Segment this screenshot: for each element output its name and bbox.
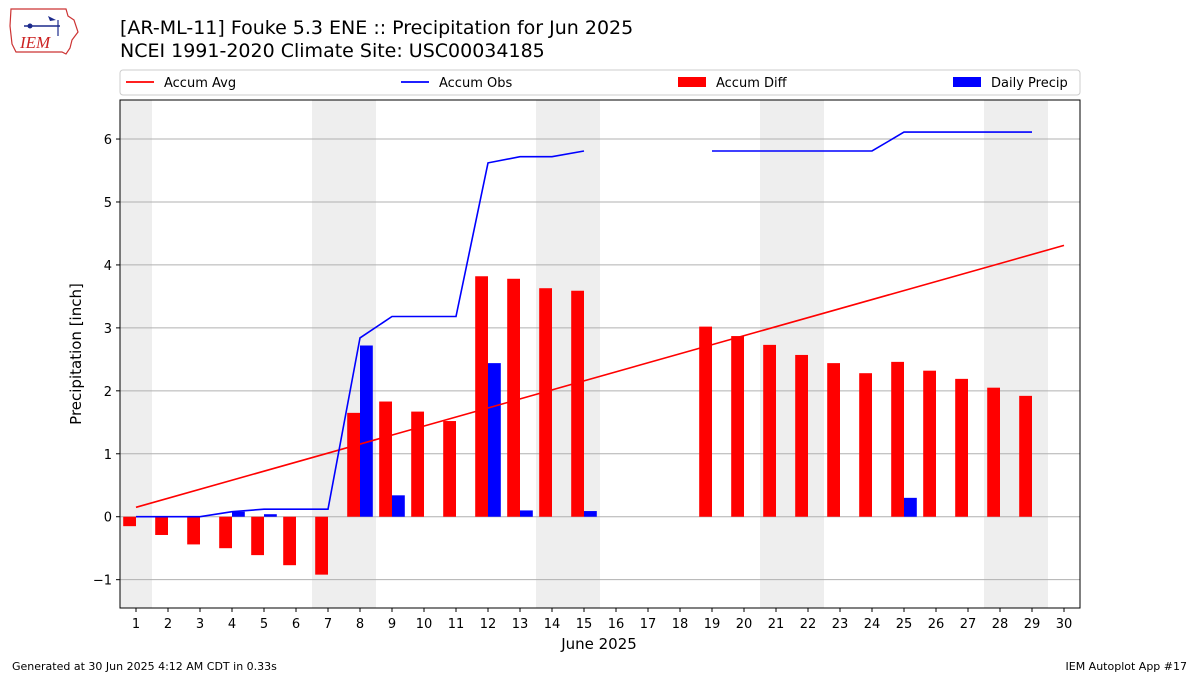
x-tick-label: 16 — [608, 617, 625, 632]
chart-subtitle: NCEI 1991-2020 Climate Site: USC00034185 — [120, 40, 545, 62]
x-tick-label: 14 — [544, 617, 561, 632]
accum-diff-bar — [347, 412, 360, 517]
x-tick-label: 30 — [1056, 617, 1073, 632]
accum-diff-bar — [763, 344, 776, 517]
y-tick-label: −1 — [93, 574, 112, 589]
app-note: IEM Autoplot App #17 — [1065, 660, 1188, 673]
daily-precip-bar — [488, 363, 501, 517]
x-tick-label: 11 — [448, 617, 465, 632]
accum-diff-bar — [1019, 395, 1032, 517]
accum-diff-bar — [795, 354, 808, 517]
x-tick-label: 22 — [800, 617, 817, 632]
daily-precip-bar — [232, 511, 245, 517]
daily-precip-bar — [584, 511, 597, 517]
x-tick-label: 9 — [388, 617, 396, 632]
weekend-band — [984, 100, 1048, 608]
accum-diff-bar — [475, 276, 488, 517]
accum-avg-line — [135, 244, 1065, 509]
legend: Accum Avg Accum Obs Accum Diff Daily Precip — [119, 69, 1081, 96]
x-tick-label: 17 — [640, 617, 657, 632]
y-tick-label: 5 — [104, 196, 112, 211]
legend-box — [119, 69, 1081, 96]
accum-diff-bar — [315, 516, 328, 575]
accum-diff-bar — [379, 401, 392, 517]
logo-text: IEM — [19, 33, 51, 52]
x-tick-label: 7 — [324, 617, 332, 632]
x-tick-label: 28 — [992, 617, 1009, 632]
y-tick-label: 1 — [104, 448, 112, 463]
generated-note: Generated at 30 Jun 2025 4:12 AM CDT in … — [12, 660, 277, 673]
accum-diff-bar — [123, 516, 136, 527]
x-tick-label: 29 — [1024, 617, 1041, 632]
accum-diff-bar — [507, 278, 520, 517]
accum-diff-bar — [539, 288, 552, 517]
x-tick-label: 12 — [480, 617, 497, 632]
accum-diff-bar — [219, 516, 232, 549]
x-tick-label: 27 — [960, 617, 977, 632]
accum-diff-bar — [923, 370, 936, 517]
chart-title: [AR-ML-11] Fouke 5.3 ENE :: Precipitatio… — [120, 17, 634, 39]
accum-diff-bar — [571, 290, 584, 517]
y-tick-label: 4 — [104, 259, 112, 274]
daily-precip-bar — [392, 495, 405, 517]
x-tick-label: 4 — [228, 617, 236, 632]
accum-diff-bar — [827, 363, 840, 517]
accum-diff-bar — [187, 516, 200, 545]
x-tick-label: 1 — [132, 617, 140, 632]
bars — [123, 276, 1032, 575]
y-gridlines — [120, 138, 1080, 581]
accum-diff-bar — [283, 516, 296, 566]
accum-diff-bar — [859, 373, 872, 517]
x-tick-label: 26 — [928, 617, 945, 632]
legend-label: Accum Diff — [716, 76, 788, 91]
x-axis-ticks: 1 2 3 4 5 6 7 8 9 10 11 12 13 14 15 16 17 18 19 20 21 22 23 24 2… — [132, 608, 1072, 632]
x-tick-label: 2 — [164, 617, 172, 632]
x-tick-label: 19 — [704, 617, 721, 632]
accum-diff-bar — [891, 361, 904, 517]
legend-label: Daily Precip — [991, 76, 1068, 91]
daily-precip-bar — [360, 345, 373, 517]
y-axis-ticks: −1 0 1 2 3 4 5 6 — [93, 133, 120, 589]
accum-diff-bar — [955, 378, 968, 517]
daily-precip-bar — [904, 497, 917, 517]
y-tick-label: 0 — [104, 511, 112, 526]
y-axis-label: Precipitation [inch] — [67, 283, 85, 425]
legend-swatch — [953, 77, 981, 87]
weekend-band — [120, 100, 152, 608]
x-tick-label: 15 — [576, 617, 593, 632]
legend-swatch — [678, 77, 706, 87]
x-tick-label: 3 — [196, 617, 204, 632]
x-tick-label: 8 — [356, 617, 364, 632]
x-tick-label: 6 — [292, 617, 300, 632]
x-tick-label: 5 — [260, 617, 268, 632]
x-tick-label: 10 — [416, 617, 433, 632]
accum-diff-bar — [443, 421, 456, 517]
x-tick-label: 20 — [736, 617, 753, 632]
accum-diff-bar — [251, 516, 264, 556]
y-tick-label: 2 — [104, 385, 112, 400]
accum-diff-bar — [731, 336, 744, 517]
daily-precip-bar — [264, 514, 277, 517]
x-tick-label: 23 — [832, 617, 849, 632]
accum-diff-bar — [411, 411, 424, 517]
legend-label: Accum Obs — [439, 76, 512, 91]
lines — [135, 131, 1065, 518]
accum-diff-bar — [699, 326, 712, 517]
x-tick-label: 18 — [672, 617, 689, 632]
x-tick-label: 25 — [896, 617, 913, 632]
plot-frame — [119, 99, 1081, 609]
y-tick-label: 6 — [104, 133, 112, 148]
accum-diff-bar — [987, 387, 1000, 517]
x-tick-label: 13 — [512, 617, 529, 632]
accum-diff-bar — [155, 516, 168, 535]
x-tick-label: 24 — [864, 617, 881, 632]
daily-precip-bar — [520, 510, 533, 517]
legend-label: Accum Avg — [164, 76, 236, 91]
accum-obs-line — [136, 131, 1032, 518]
y-tick-label: 3 — [104, 322, 112, 337]
iem-logo: IEM — [8, 6, 80, 62]
x-axis-label: June 2025 — [560, 635, 637, 653]
x-tick-label: 21 — [768, 617, 785, 632]
